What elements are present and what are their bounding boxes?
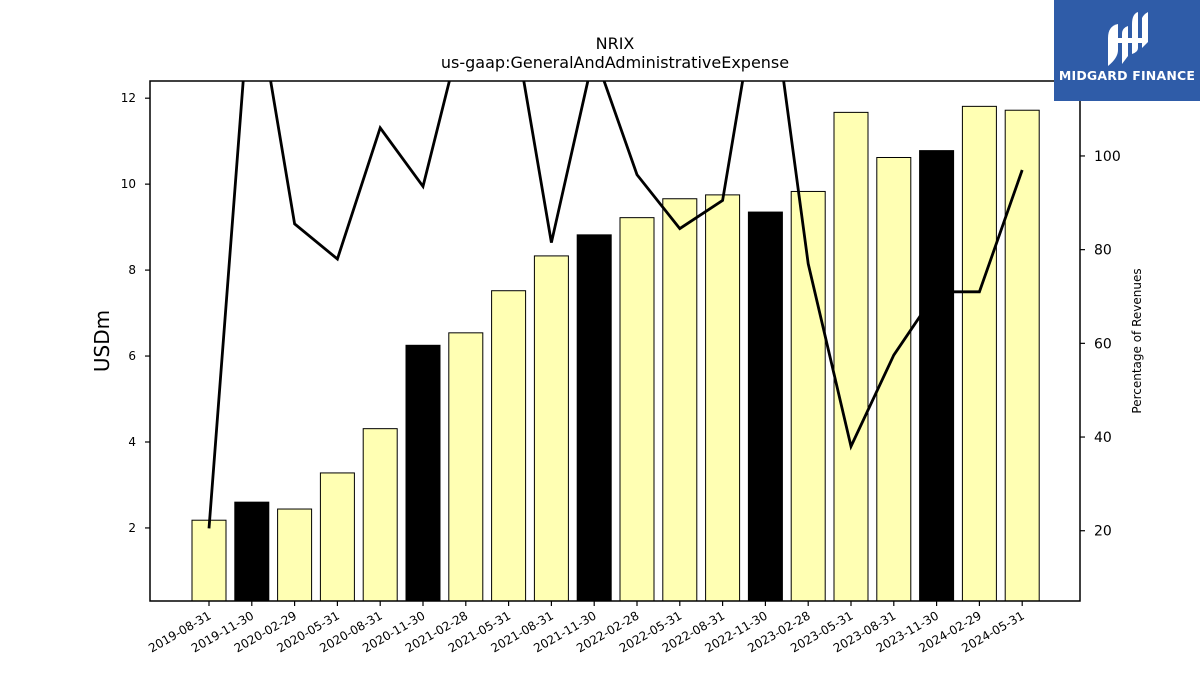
midgard-logo-icon bbox=[1108, 12, 1148, 66]
bar-2022-02-28 bbox=[619, 217, 655, 602]
bar-2019-11-30 bbox=[234, 501, 270, 602]
percentage-of-revenues-line bbox=[207, 81, 1024, 529]
y-tick-label: 6 bbox=[128, 349, 136, 363]
y-tick-label: 8 bbox=[128, 263, 136, 277]
y2-tick-label: 100 bbox=[1094, 149, 1121, 165]
bar-2024-02-29 bbox=[961, 105, 997, 602]
y-tick-label: 10 bbox=[121, 177, 136, 191]
x-axis-ticks: 2019-08-312019-11-302020-02-292020-05-31… bbox=[146, 601, 1027, 655]
bar-2022-11-30 bbox=[747, 211, 783, 602]
y2-axis-label: Percentage of Revenues bbox=[1130, 268, 1144, 413]
y2-axis-ticks: 20 40 60 80 100 bbox=[1080, 149, 1121, 540]
bar-2021-11-30 bbox=[576, 234, 612, 602]
line-layer bbox=[207, 81, 1024, 529]
y2-tick-label: 20 bbox=[1094, 524, 1112, 540]
chart-title: NRIX bbox=[596, 34, 635, 53]
y-tick-label: 12 bbox=[121, 91, 136, 105]
bar-2022-05-31 bbox=[662, 198, 698, 602]
bar-2020-02-29 bbox=[277, 508, 313, 602]
bar-2023-02-28 bbox=[790, 190, 826, 602]
y-tick-label: 2 bbox=[128, 521, 136, 535]
y-axis-label: USDm bbox=[90, 310, 114, 372]
y-axis-ticks: 2 4 6 8 10 12 bbox=[121, 91, 150, 535]
logo-text: MIDGARD FINANCE bbox=[1058, 68, 1196, 83]
bar-2020-08-31 bbox=[362, 428, 398, 602]
bar-2024-05-31 bbox=[1004, 109, 1040, 602]
bar-2021-02-28 bbox=[448, 332, 484, 602]
bar-2023-05-31 bbox=[833, 111, 869, 602]
bar-2019-08-31 bbox=[191, 519, 227, 602]
bar-2023-11-30 bbox=[919, 150, 955, 602]
bar-2020-05-31 bbox=[319, 472, 355, 602]
bars-layer bbox=[191, 105, 1040, 602]
y2-tick-label: 40 bbox=[1094, 430, 1112, 446]
y2-tick-label: 80 bbox=[1094, 243, 1112, 259]
bar-2021-05-31 bbox=[491, 290, 527, 602]
bar-2020-11-30 bbox=[405, 344, 441, 602]
midgard-finance-logo: MIDGARD FINANCE bbox=[1054, 0, 1200, 101]
plot-frame bbox=[149, 80, 1081, 602]
bar-2021-08-31 bbox=[533, 255, 569, 602]
y2-tick-label: 60 bbox=[1094, 336, 1112, 352]
bar-2022-08-31 bbox=[705, 194, 741, 602]
y-tick-label: 4 bbox=[128, 435, 136, 449]
chart-subtitle: us-gaap:GeneralAndAdministrativeExpense bbox=[441, 53, 789, 72]
